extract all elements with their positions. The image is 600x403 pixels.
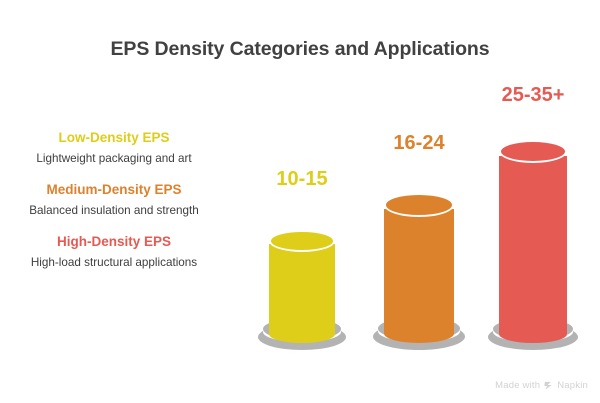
napkin-logo-icon (543, 380, 554, 391)
legend-heading-high: High-Density EPS (56, 234, 172, 249)
legend-item-low: Low-Density EPS Lightweight packaging an… (0, 128, 228, 169)
legend-heading-low: Low-Density EPS (58, 130, 170, 145)
watermark: Made with Napkin (495, 380, 588, 391)
legend-desc-low: Lightweight packaging and art (36, 152, 192, 165)
legend-item-high: High-Density EPS High-load structural ap… (0, 232, 228, 273)
bar-cylinder-low (269, 230, 335, 343)
legend-heading-medium: Medium-Density EPS (46, 182, 182, 197)
bar-group-medium: 16-24 (373, 60, 465, 350)
bar-value-label-low: 10-15 (276, 168, 328, 190)
bar-group-high: 25-35+ (488, 60, 578, 350)
legend-item-medium: Medium-Density EPS Balanced insulation a… (0, 180, 228, 221)
legend-desc-high: High-load structural applications (30, 256, 198, 269)
legend: Low-Density EPS Lightweight packaging an… (0, 128, 228, 284)
bar-group-low: 10-15 (258, 60, 346, 350)
watermark-brand: Napkin (557, 380, 588, 391)
bar-cylinder-medium (384, 193, 454, 343)
bar-value-label-high: 25-35+ (501, 84, 565, 106)
bar-chart-plot-area: 10-15 16-24 (232, 60, 600, 350)
page-title: EPS Density Categories and Applications (110, 38, 490, 60)
bar-cylinder-high (499, 140, 567, 343)
bar-value-label-medium: 16-24 (393, 132, 445, 154)
legend-desc-medium: Balanced insulation and strength (29, 204, 199, 217)
watermark-text: Made with (495, 380, 541, 391)
